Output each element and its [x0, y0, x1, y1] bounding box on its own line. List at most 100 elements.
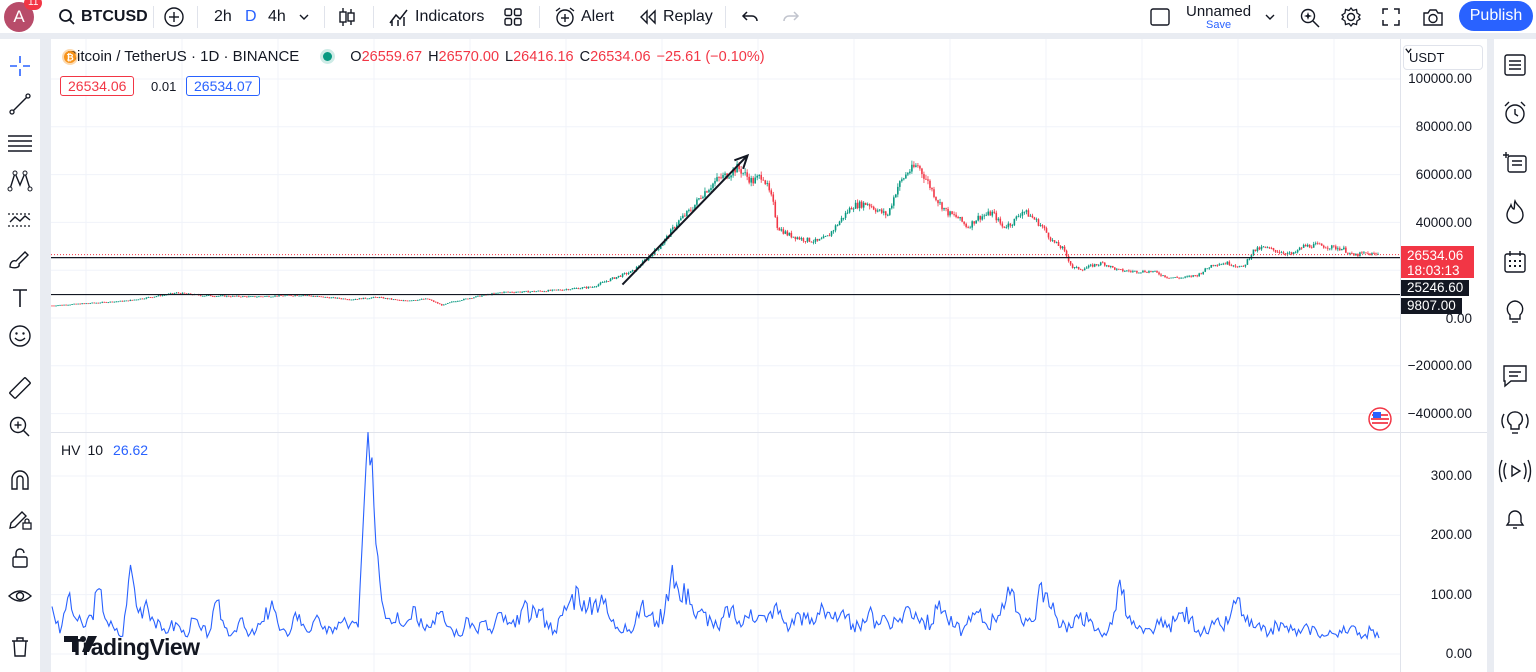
- interval-d[interactable]: D: [245, 0, 257, 33]
- candle: [258, 296, 260, 298]
- watchlist-button[interactable]: [1497, 47, 1533, 83]
- candle: [874, 207, 877, 214]
- hotlists-button[interactable]: [1497, 194, 1533, 230]
- candle: [338, 297, 341, 299]
- alerts-panel-button[interactable]: [1497, 95, 1533, 131]
- candle: [882, 208, 885, 216]
- fib-tool[interactable]: [2, 126, 38, 160]
- settings-button[interactable]: [1340, 0, 1362, 33]
- trend-arrow-drawing[interactable]: [621, 153, 750, 286]
- candle: [891, 203, 893, 210]
- candle: [91, 302, 93, 304]
- candle: [362, 297, 365, 300]
- interval-4h[interactable]: 4h: [268, 0, 286, 33]
- hv-value: 26.62: [113, 442, 149, 458]
- candle: [897, 183, 899, 198]
- candle: [63, 304, 65, 306]
- candle: [913, 161, 915, 169]
- layout-checkbox[interactable]: [1149, 0, 1171, 33]
- layout-name-button[interactable]: Unnamed Save: [1186, 0, 1251, 33]
- undo-button[interactable]: [741, 0, 759, 33]
- candle: [440, 303, 443, 306]
- candle: [131, 299, 134, 301]
- candle: [461, 299, 463, 301]
- crosshair-tool[interactable]: [2, 49, 38, 83]
- user-avatar[interactable]: A 11: [4, 0, 43, 33]
- chart-canvas[interactable]: [51, 39, 1487, 672]
- publish-button[interactable]: Publish: [1459, 1, 1533, 31]
- interval-2h[interactable]: 2h: [214, 0, 232, 33]
- layout-dropdown[interactable]: [1264, 0, 1276, 33]
- magnet-tool[interactable]: [2, 463, 38, 497]
- symbol-search-button[interactable]: BTCUSD: [58, 0, 148, 33]
- text-tool[interactable]: [2, 281, 38, 315]
- sell-price-button[interactable]: 26534.06: [60, 76, 135, 96]
- candle: [382, 296, 385, 299]
- fullscreen-button[interactable]: [1381, 0, 1401, 33]
- remove-drawings-tool[interactable]: [2, 630, 38, 664]
- brush-tool[interactable]: [2, 242, 38, 276]
- candle: [203, 295, 206, 297]
- pattern-tool[interactable]: [2, 164, 38, 198]
- candle: [1220, 263, 1223, 266]
- avatar[interactable]: A 11: [4, 0, 43, 32]
- hv-legend[interactable]: HV 10 26.62: [61, 442, 148, 458]
- candle: [1369, 253, 1371, 256]
- symbol-legend[interactable]: ₿ Bitcoin / TetherUS · 1D · BINANCE O265…: [61, 48, 765, 65]
- redo-button[interactable]: [782, 0, 800, 33]
- horizontal-line-price-tag[interactable]: 9807.00: [1401, 298, 1462, 314]
- prediction-tool[interactable]: [2, 203, 38, 237]
- compare-symbol-button[interactable]: [163, 0, 185, 33]
- candle: [742, 172, 744, 176]
- candle: [1154, 270, 1156, 272]
- horizontal-line-price-tag[interactable]: 25246.60: [1401, 280, 1470, 296]
- candle: [310, 295, 312, 297]
- candle: [1214, 264, 1217, 267]
- snapshot-button[interactable]: [1421, 0, 1445, 33]
- candle: [83, 303, 85, 305]
- candle: [376, 296, 379, 299]
- chart-type-button[interactable]: [337, 0, 357, 33]
- trend-line-tool[interactable]: [2, 87, 38, 121]
- candle: [917, 163, 919, 168]
- quick-search-button[interactable]: [1299, 0, 1321, 33]
- emoji-tool[interactable]: [2, 319, 38, 353]
- ideas-button[interactable]: [1497, 294, 1533, 330]
- alert-button[interactable]: Alert: [554, 0, 614, 33]
- templates-button[interactable]: [503, 0, 523, 33]
- lock-drawings-tool[interactable]: [2, 502, 38, 536]
- zoom-in-tool[interactable]: [2, 410, 38, 444]
- buy-price-button[interactable]: 26534.07: [186, 76, 261, 96]
- candle: [1047, 232, 1050, 240]
- candle: [1290, 251, 1293, 256]
- market-status-dot[interactable]: [323, 52, 333, 61]
- candle: [1065, 249, 1068, 258]
- live-stream-button[interactable]: [1497, 453, 1533, 489]
- hide-drawings-tool[interactable]: [2, 579, 38, 613]
- measure-tool[interactable]: [2, 371, 38, 405]
- candle: [406, 300, 409, 302]
- candle: [621, 273, 624, 278]
- interval-dropdown[interactable]: [298, 0, 310, 33]
- chats-button[interactable]: [1497, 357, 1533, 393]
- calendar-button[interactable]: [1497, 244, 1533, 280]
- candle: [746, 169, 748, 181]
- replay-button[interactable]: Replay: [638, 0, 713, 33]
- streams-button[interactable]: [1497, 405, 1533, 441]
- notifications-button[interactable]: [1497, 501, 1533, 537]
- candle: [475, 296, 477, 298]
- indicators-button[interactable]: Indicators: [388, 0, 484, 33]
- candle: [899, 180, 901, 191]
- currency-selector[interactable]: USDT: [1403, 45, 1483, 70]
- candle: [105, 301, 108, 303]
- pencil-lock-icon: [7, 506, 33, 532]
- candle: [1116, 267, 1118, 271]
- chart-area[interactable]: ₿ Bitcoin / TetherUS · 1D · BINANCE O265…: [51, 39, 1487, 672]
- object-tree-button[interactable]: [1497, 144, 1533, 180]
- tradingview-watermark[interactable]: TradingView: [64, 634, 200, 661]
- lock-tool[interactable]: [2, 541, 38, 575]
- drawing-toolbar: [0, 39, 40, 672]
- candle: [573, 287, 576, 290]
- candle: [1132, 269, 1134, 274]
- candle: [961, 216, 963, 223]
